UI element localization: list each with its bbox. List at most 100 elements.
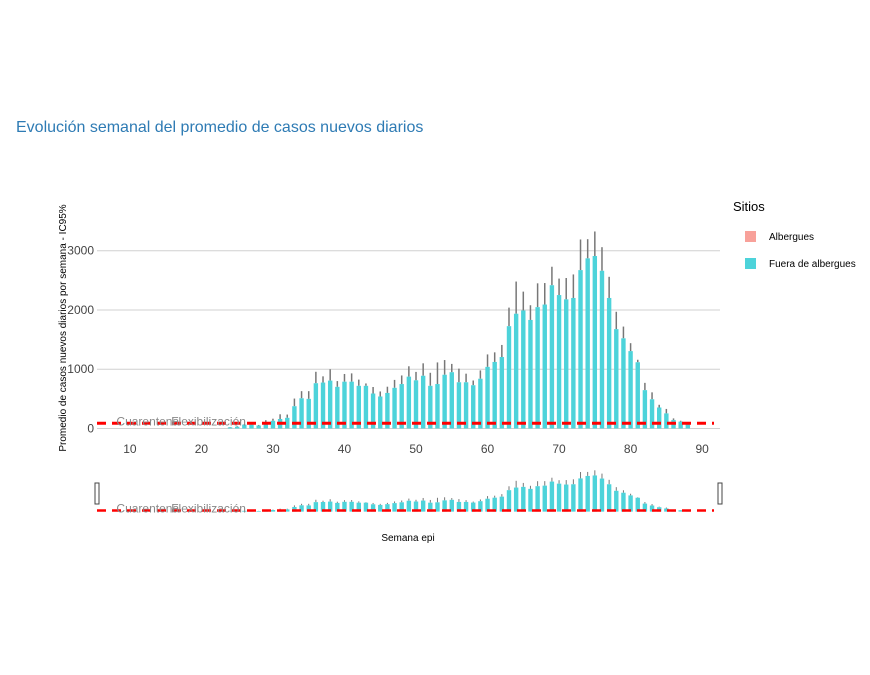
bar [249, 424, 254, 429]
y-tick-label: 0 [87, 421, 94, 435]
y-tick-label: 2000 [67, 303, 94, 317]
mini-bar [649, 505, 655, 512]
mini-bar [306, 505, 311, 512]
bar [442, 374, 447, 429]
bar [542, 304, 547, 429]
mini-bar [399, 502, 404, 512]
bar [456, 382, 462, 429]
mini-bar [614, 490, 619, 512]
mini-bar [428, 502, 433, 512]
bar [356, 385, 361, 429]
bar [327, 380, 333, 429]
mini-bar [664, 508, 669, 512]
mini-bar [370, 504, 376, 512]
bar [649, 399, 655, 429]
bar [678, 421, 683, 429]
x-tick-label: 10 [123, 442, 137, 456]
x-tick-label: 50 [409, 442, 423, 456]
y-tick-label: 1000 [67, 362, 94, 376]
bar [642, 390, 648, 429]
bar [478, 378, 483, 429]
bar [606, 297, 612, 429]
mini-bar [635, 497, 640, 512]
bar [506, 326, 512, 429]
mini-bar [592, 475, 598, 512]
bar [528, 319, 533, 429]
range-handle-right[interactable] [717, 482, 723, 505]
mini-annotation: Flexibilización [171, 502, 246, 516]
mini-bar [342, 501, 347, 512]
y-tick-label: 3000 [67, 244, 94, 258]
mini-bar [556, 483, 562, 512]
bar [435, 384, 440, 429]
mini-bar [521, 486, 526, 512]
mini-bar [270, 510, 276, 512]
bar [256, 425, 261, 429]
bar [242, 424, 247, 429]
mini-bar [564, 484, 569, 512]
range-handle-left[interactable] [94, 482, 100, 505]
bar [664, 413, 669, 429]
axis-labels: 0 1000 2000 3000 10 20 30 40 50 60 70 80 90 Semana ep… [58, 204, 709, 544]
mini-bar [335, 502, 340, 512]
bar [614, 329, 619, 429]
bar [342, 381, 347, 429]
mini-bar [678, 510, 683, 512]
mini-bar [628, 495, 633, 512]
mini-bar [327, 501, 333, 512]
mini-bar [571, 484, 576, 512]
bar [513, 313, 519, 429]
x-tick-label: 60 [481, 442, 495, 456]
legend-label: Albergues [769, 232, 814, 243]
mini-bar [413, 501, 419, 512]
mini-bar [585, 475, 590, 512]
mini-bar [313, 502, 319, 512]
mini-bar [528, 488, 533, 512]
legend: Sitios Albergues Fuera de albergues [733, 199, 856, 270]
bar [292, 406, 297, 429]
mini-bar [599, 478, 605, 512]
bar [406, 376, 412, 429]
bar [599, 270, 605, 429]
bar [585, 258, 590, 429]
bar [535, 307, 540, 429]
mini-bar [485, 498, 490, 512]
bar [471, 385, 476, 429]
bar [270, 420, 276, 429]
bar [392, 387, 397, 429]
mini-bar [642, 503, 648, 512]
mini-bar [499, 496, 505, 512]
bar [621, 338, 626, 429]
x-tick-label: 20 [195, 442, 209, 456]
mini-bar [406, 500, 412, 512]
bar [578, 270, 583, 429]
y-axis-label: Promedio de casos nuevos diarios por sem… [58, 204, 69, 451]
mini-bar [606, 484, 612, 512]
x-axis-label: Semana epi [381, 533, 434, 544]
x-tick-label: 70 [552, 442, 566, 456]
bar [263, 422, 269, 429]
legend-swatch [745, 231, 756, 242]
bar [320, 382, 326, 429]
mini-bar [506, 490, 512, 512]
bar [399, 384, 404, 429]
mini-bar [449, 499, 454, 512]
mini-bar [456, 501, 462, 512]
bar [549, 285, 555, 429]
mini-bar [392, 503, 397, 512]
mini-bar [442, 500, 447, 512]
bar [335, 386, 340, 429]
x-tick-label: 40 [338, 442, 352, 456]
bar [306, 398, 311, 429]
x-tick-label: 30 [266, 442, 280, 456]
mini-bar [492, 497, 497, 512]
bar [428, 385, 433, 429]
mini-bar [513, 487, 519, 512]
mini-bar [256, 511, 261, 512]
bar [635, 362, 640, 429]
mini-bar [621, 492, 626, 512]
mini-bar [349, 501, 354, 512]
bar [234, 426, 240, 429]
bar [413, 380, 419, 429]
